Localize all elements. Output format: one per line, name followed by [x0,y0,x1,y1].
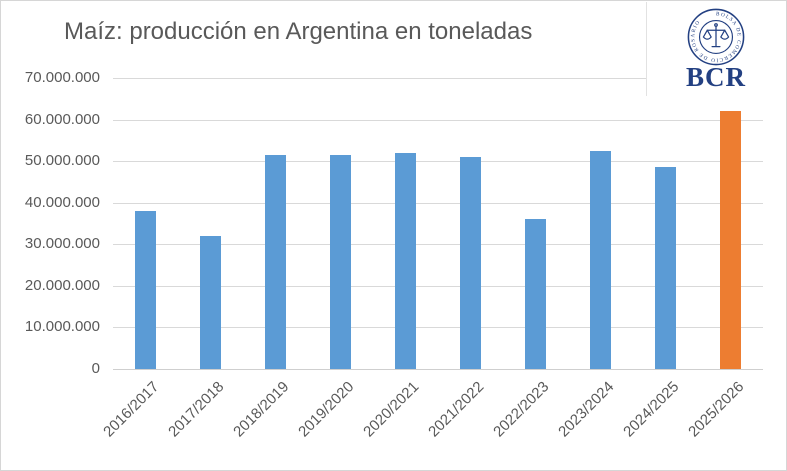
bar-2021-2022 [460,157,481,369]
gridline-40000000 [113,202,763,204]
bcr-wordmark: BCR [685,62,746,92]
bar-2019-2020 [330,154,351,369]
bcr-emblem-icon: BOLSA DE COMERCIO DE ROSARIO [687,8,745,66]
bar-2023-2024 [590,150,611,369]
gridline-20000000 [113,285,763,287]
bar-2024-2025 [655,167,676,369]
chart-title: Maíz: producción en Argentina en tonelad… [64,18,533,45]
plot-area [113,78,763,370]
gridline-60000000 [113,119,763,121]
y-tick-label-70000000: 70.000.000 [24,69,100,86]
y-tick-label-20000000: 20.000.000 [24,276,100,294]
bar-2022-2023 [525,219,546,369]
bar-2016-2017 [135,211,156,369]
gridline-70000000 [113,78,763,79]
bar-2018-2019 [265,154,286,369]
bar-2020-2021 [395,152,416,369]
bcr-logo: BOLSA DE COMERCIO DE ROSARIO BCR [646,2,785,96]
gridline-30000000 [113,244,763,246]
y-tick-label-0: 0 [91,360,100,377]
y-tick-label-30000000: 30.000.000 [24,235,100,253]
bar-2017-2018 [200,236,221,369]
bar-2025-2026 [720,111,741,369]
gridline-50000000 [113,161,763,163]
scales-icon [702,23,730,48]
gridline-10000000 [113,327,763,329]
y-tick-label-10000000: 10.000.000 [24,318,100,336]
y-tick-label-40000000: 40.000.000 [24,193,100,211]
y-tick-label-50000000: 50.000.000 [24,152,100,170]
y-tick-label-60000000: 60.000.000 [24,110,100,128]
